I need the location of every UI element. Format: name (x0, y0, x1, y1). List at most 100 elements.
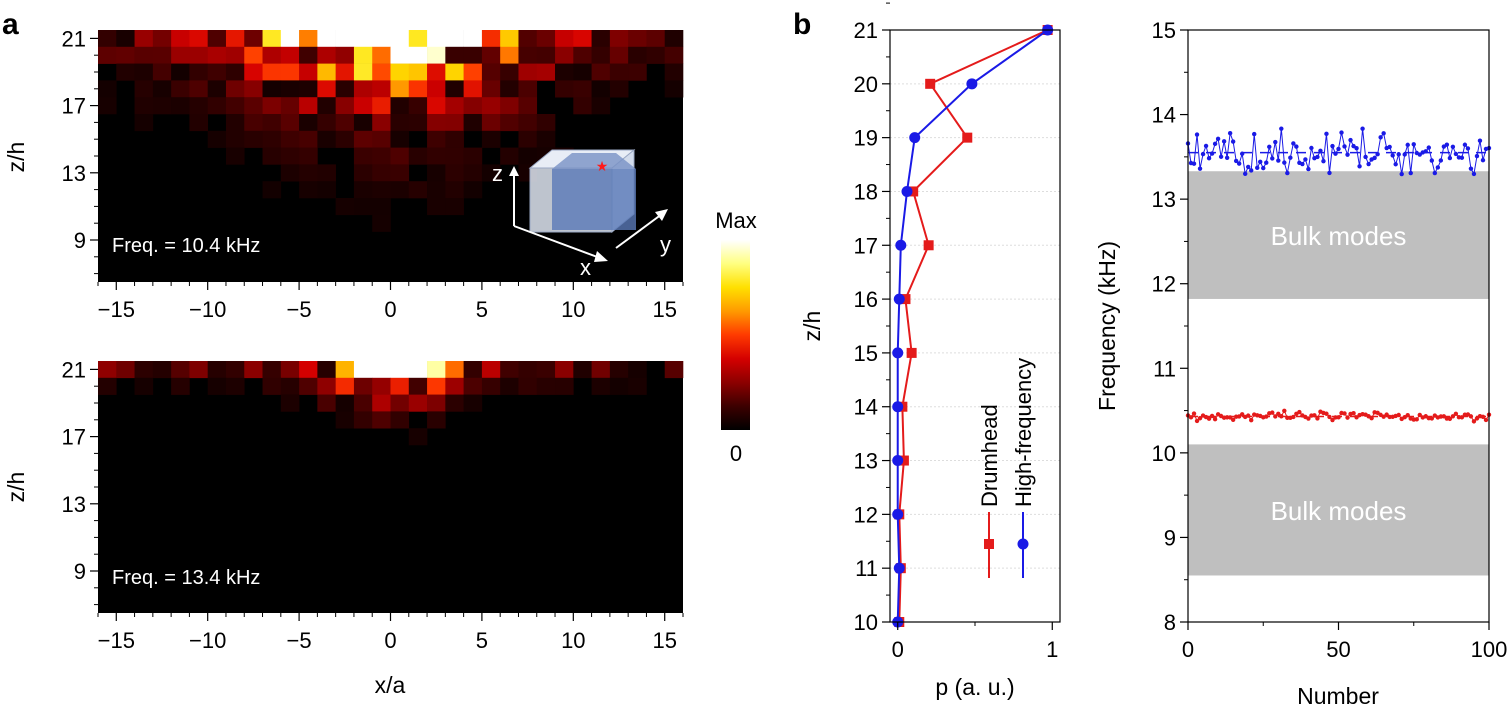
colorbar-min-label: 0 (730, 441, 742, 466)
frequency-point (1432, 170, 1438, 176)
frequency-point (1384, 412, 1389, 417)
frequency-point (1390, 153, 1395, 158)
frequency-point (1312, 413, 1317, 418)
frequency-point (1468, 166, 1474, 171)
frequency-point (1306, 166, 1311, 172)
frequency-point (1197, 416, 1203, 421)
hm-bot-cell (463, 361, 483, 379)
hm-top-cell (171, 63, 190, 81)
hm-top-cell (335, 198, 355, 216)
frequency-point (1233, 158, 1239, 164)
profile-y-tick-label: 17 (854, 233, 878, 258)
hm-top-cell (518, 46, 538, 64)
hm-bot-cell (390, 394, 410, 412)
hm-top-cell (171, 80, 190, 98)
hm-bot-cell (609, 377, 629, 395)
hm-top-y-tick-label: 9 (74, 228, 86, 253)
hm-top-cell (189, 80, 208, 98)
frequency-point (1227, 415, 1233, 420)
hm-bot-cell (372, 411, 391, 429)
hm-top-x-tick-label: 10 (561, 297, 585, 322)
hm-top-cell (427, 80, 446, 98)
hm-top-cell (152, 63, 172, 81)
frequency-point (1369, 415, 1374, 421)
frequency-point (1480, 414, 1486, 420)
hm-top-cell (189, 46, 208, 64)
hm-top-cell (299, 46, 318, 64)
legend-high-frequency-label: High-frequency (1011, 358, 1036, 507)
hm-bot-x-tick-label: 10 (561, 628, 585, 653)
heatmap-bottom-x-label: x/a (375, 672, 406, 698)
hm-top-cell (299, 147, 318, 165)
frequency-point (1396, 412, 1401, 418)
hm-bot-cell (500, 377, 519, 395)
hm-top-cell (463, 80, 483, 98)
frequency-point (1423, 149, 1428, 154)
frequency-y-label: Frequency (kHz) (1094, 241, 1120, 411)
frequency-point (1474, 416, 1480, 421)
hm-top-cell (98, 97, 117, 115)
profile-point (901, 185, 913, 197)
frequency-y-ticks: 8 9 10 11 12 13 14 15 (1152, 18, 1188, 635)
hm-top-cell (280, 147, 300, 165)
profile-point (908, 186, 919, 197)
hm-top-cell (500, 30, 519, 48)
hm-top-cell (463, 30, 483, 48)
frequency-point (1249, 417, 1254, 423)
hm-top-cell (372, 181, 391, 199)
frequency-point (1354, 415, 1359, 420)
profile-y-tick-label: 16 (854, 287, 878, 312)
hm-top-cell (317, 181, 336, 199)
frequency-point (1477, 138, 1483, 143)
frequency-point (1444, 142, 1450, 147)
hm-top-cell (445, 181, 464, 199)
frequency-x-tick-label: 0 (1182, 637, 1194, 662)
hm-top-cell (372, 46, 391, 64)
hm-top-cell (262, 130, 282, 148)
hm-bot-x-tick-label: −10 (189, 628, 226, 653)
hm-top-cell (664, 80, 684, 98)
hm-top-cell (390, 114, 410, 132)
hm-top-cell (299, 30, 318, 48)
hm-bot-cell (317, 377, 336, 395)
hm-top-cell (299, 181, 318, 199)
hm-top-cell (116, 63, 135, 81)
hm-bot-cell (353, 361, 373, 379)
hm-top-cell (445, 147, 464, 165)
hm-top-cell (481, 114, 501, 132)
hm-top-cell (555, 46, 574, 64)
hm-top-cell (280, 30, 300, 48)
hm-top-cell (317, 97, 336, 115)
profile-y-tick-label: 20 (854, 72, 878, 97)
profile-x-tick-label: 0 (892, 637, 904, 662)
hm-bot-cell (335, 394, 355, 412)
hm-top-cell (481, 80, 501, 98)
profile-grid (890, 29, 1060, 623)
hm-top-cell (207, 63, 227, 81)
hm-top-cell (536, 63, 556, 81)
frequency-point (1471, 171, 1477, 177)
heatmap-bottom-cells (98, 361, 684, 446)
hm-top-cell (262, 80, 282, 98)
frequency-y-tick-label: 8 (1164, 610, 1176, 635)
hm-top-cell (152, 80, 172, 98)
hm-top-cell (427, 30, 446, 48)
frequency-point (1291, 141, 1296, 146)
hm-top-cell (335, 130, 355, 148)
hm-top-cell (536, 130, 556, 148)
hm-bot-cell (628, 377, 647, 395)
frequency-point (1315, 154, 1320, 160)
profile-y-tick-label: 14 (854, 395, 878, 420)
profile-y-tick-label: 13 (854, 449, 878, 474)
hm-top-cell (591, 46, 611, 64)
hm-top-cell (317, 30, 336, 48)
hm-top-cell (573, 63, 592, 81)
hm-top-cell (646, 30, 666, 48)
hm-top-cell (536, 30, 556, 48)
hm-top-y-tick-label: 17 (62, 94, 86, 119)
hm-bot-cell (171, 361, 190, 379)
frequency-point (1191, 161, 1197, 166)
hm-top-cell (463, 46, 483, 64)
profile-series-line (896, 29, 1049, 623)
hm-bot-cell (445, 361, 464, 379)
